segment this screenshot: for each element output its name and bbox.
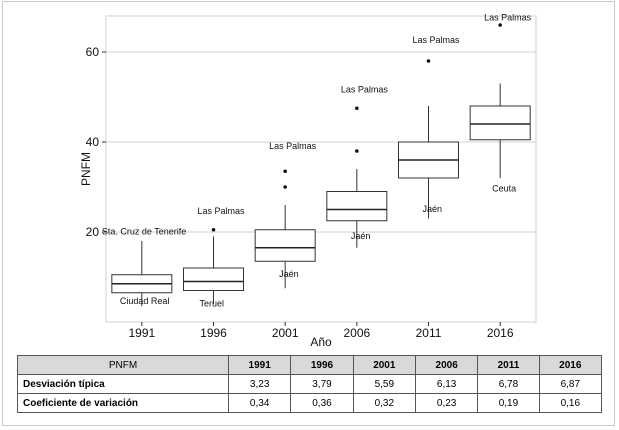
gridlines [106, 51, 536, 233]
x-tick-label-1996: 1996 [200, 326, 227, 340]
y-tick-label-20: 20 [86, 225, 100, 239]
outlier-label: Jaén [279, 269, 299, 279]
outlier-label: Jaén [351, 231, 371, 241]
outlier-label: Las Palmas [341, 85, 389, 95]
table-corner-cell: PNFM [17, 355, 229, 375]
box-iqr [254, 229, 316, 262]
outlier-label: Ceuta [492, 184, 516, 194]
table-cell: 0,19 [477, 393, 540, 413]
table-cell: 0,34 [227, 393, 292, 413]
ticks-layer: 20 40 60 1991 1996 2001 2006 2011 2016 [86, 45, 514, 340]
table-header-year: 2011 [477, 355, 540, 375]
stats-table: PNFM 1991 1996 2001 2006 2011 2016 Desviación… [17, 355, 603, 413]
table-header-year: 2001 [352, 355, 416, 375]
figure-frame [2, 1, 615, 426]
table-cell: 6,78 [477, 374, 540, 394]
x-tick-label-2006: 2006 [343, 326, 370, 340]
table-cell: 3,79 [290, 374, 354, 394]
boxes-layer: Sta. Cruz de Tenerife Ciudad Real Las Palm… [102, 13, 532, 309]
table-header-row: PNFM 1991 1996 2001 2006 2011 2016 [17, 355, 603, 375]
outlier-label: Teruel [200, 298, 225, 308]
boxplot-chart: Sta. Cruz de Tenerife Ciudad Real Las Palm… [79, 13, 537, 349]
table-cell: 3,23 [227, 374, 292, 394]
y-axis-label: PNFM [79, 152, 93, 186]
x-tick-label-2016: 2016 [487, 326, 514, 340]
plot-panel [105, 15, 537, 323]
outlier-label: Sta. Cruz de Tenerife [102, 226, 186, 236]
box-2016: Las Palmas Ceuta [469, 13, 532, 194]
outlier-label: Ciudad Real [120, 296, 170, 306]
outlier-label: Las Palmas [484, 13, 532, 23]
y-tick-label-60: 60 [86, 45, 100, 59]
box-iqr [469, 105, 531, 141]
outlier-point [498, 23, 502, 27]
outlier-label: Las Palmas [269, 141, 317, 151]
table-cell: 6,87 [538, 374, 603, 394]
table-cell: 6,13 [414, 374, 479, 394]
y-tick-label-40: 40 [86, 135, 100, 149]
x-tick-label-2001: 2001 [272, 326, 299, 340]
box-iqr [183, 267, 244, 291]
table-cell: 0,23 [414, 393, 479, 413]
outlier-label: Las Palmas [413, 35, 461, 45]
table-row: Desviación típica 3,23 3,79 5,59 6,13 6,78 6,8… [17, 374, 603, 394]
outlier-point [355, 149, 359, 153]
table-row: Coeficiente de variación 0,34 0,36 0,32 0,23… [17, 393, 603, 413]
box-2006: Las Palmas Jaén [326, 85, 389, 248]
outlier-label: Las Palmas [198, 206, 246, 216]
table-cell: 0,16 [538, 393, 603, 413]
table-row-label: Desviación típica [17, 374, 229, 394]
outlier-label: Jaén [423, 204, 443, 214]
box-1991: Sta. Cruz de Tenerife Ciudad Real [102, 226, 186, 307]
outlier-point [283, 185, 287, 189]
table-body: Desviación típica 3,23 3,79 5,59 6,13 6,78 6,8… [17, 374, 603, 413]
x-tick-label-2011: 2011 [416, 326, 442, 340]
table-header-year: 2016 [538, 355, 603, 375]
box-iqr [326, 191, 388, 222]
table-row-label: Coeficiente de variación [17, 393, 229, 413]
x-axis-label: Año [310, 335, 332, 349]
box-2011: Las Palmas Jaén [398, 35, 461, 219]
table-header-year: 1991 [227, 355, 292, 375]
table-cell: 5,59 [352, 374, 416, 394]
box-2001: Las Palmas Jaén [254, 141, 317, 289]
x-tick-label-1991: 1991 [128, 326, 155, 340]
outlier-point [355, 106, 359, 111]
outlier-point [283, 169, 287, 174]
table-header-year: 2006 [414, 355, 479, 375]
outlier-point [211, 227, 216, 232]
outlier-point [426, 59, 431, 63]
table-header-year: 1996 [290, 355, 354, 375]
box-1996: Las Palmas Teruel [183, 206, 246, 308]
table-cell: 0,32 [352, 393, 416, 413]
table-cell: 0,36 [290, 393, 354, 413]
